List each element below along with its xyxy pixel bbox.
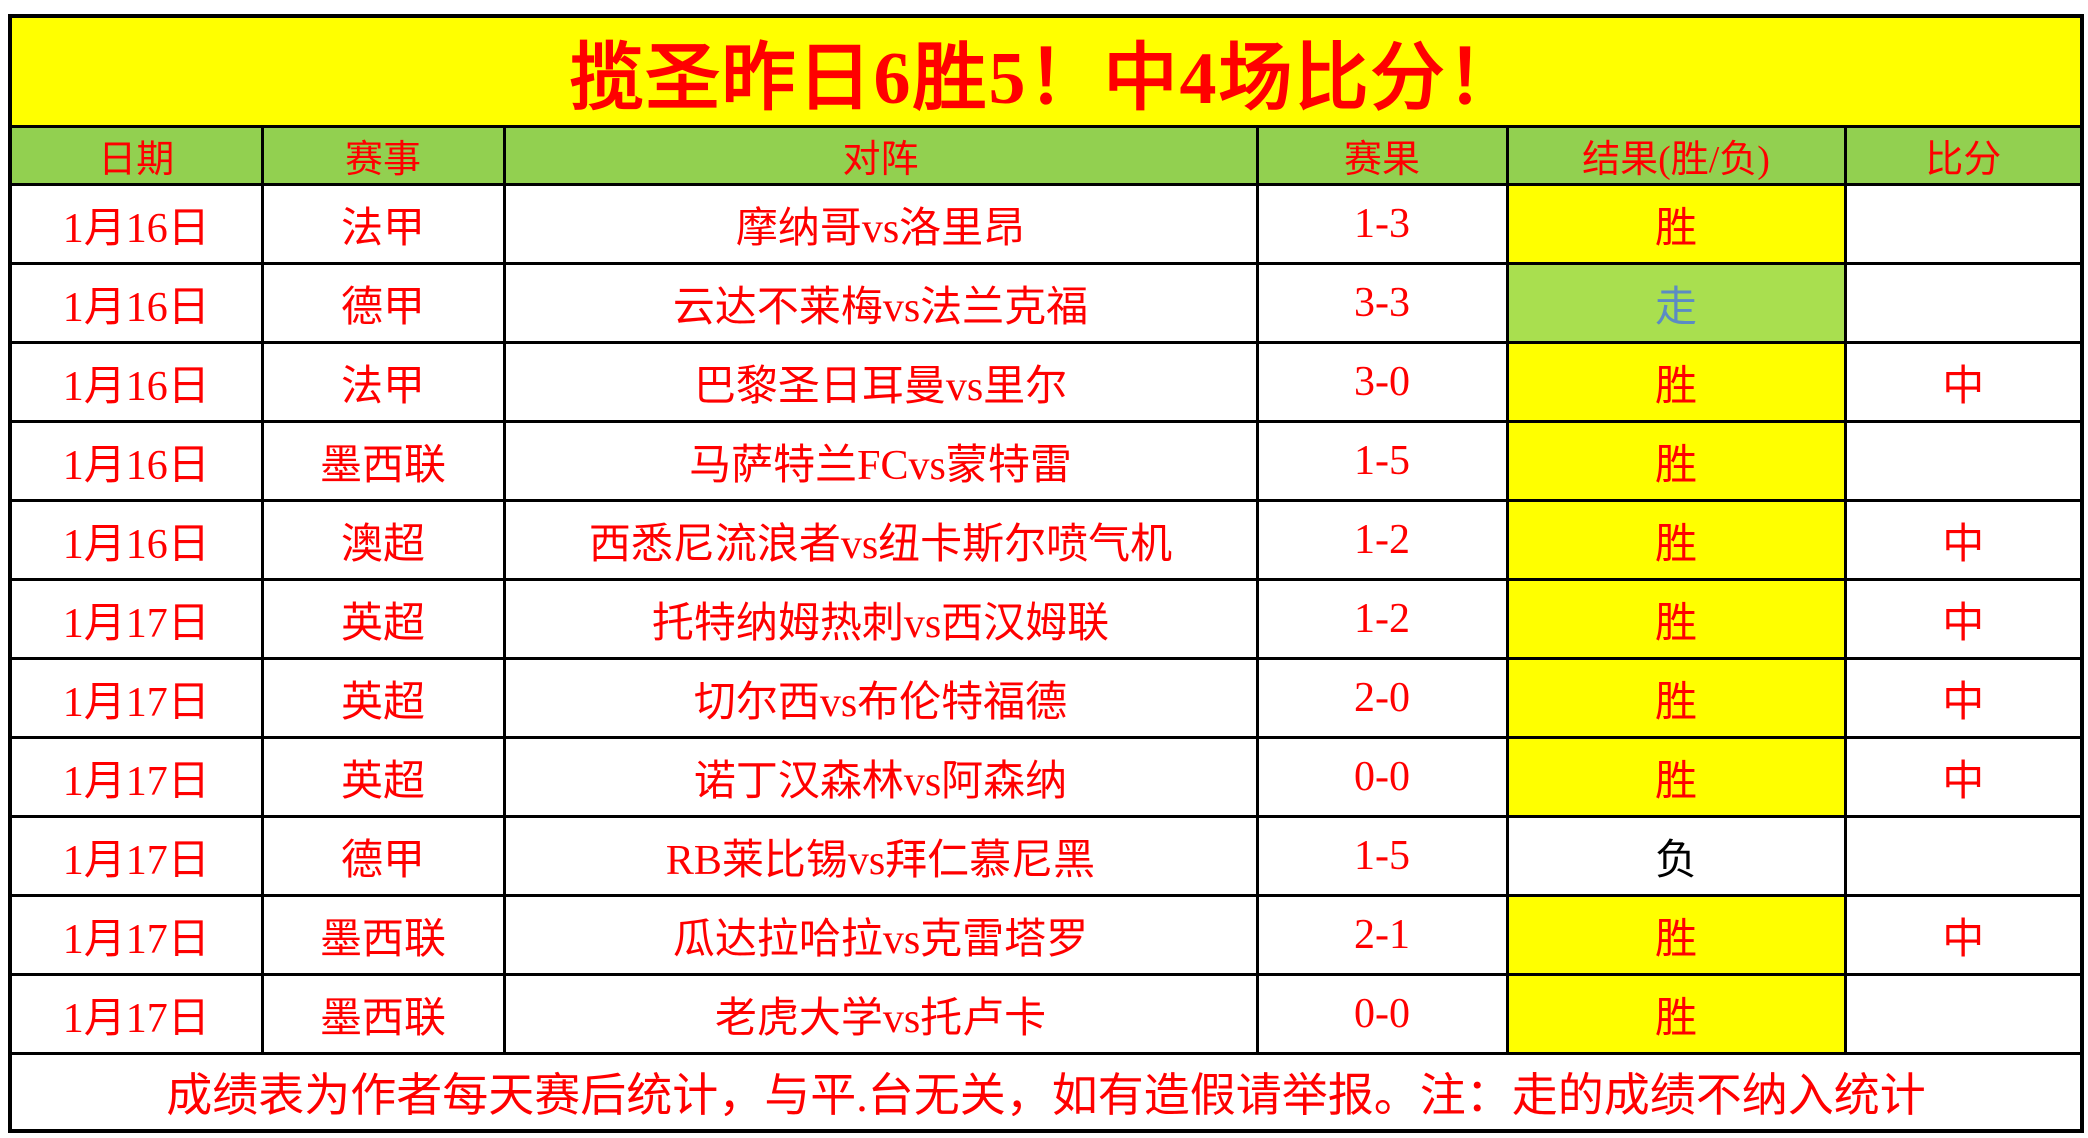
table-row: 1月16日 墨西联 马萨特兰FCvs蒙特雷 1-5 胜 [8, 420, 2084, 502]
date-cell: 1月17日 [8, 736, 264, 818]
hit-cell: 中 [1843, 499, 2084, 581]
table-row: 1月16日 澳超 西悉尼流浪者vs纽卡斯尔喷气机 1-2 胜中 [8, 499, 2084, 581]
column-header-date: 日期 [8, 125, 264, 186]
match-cell: RB莱比锡vs拜仁慕尼黑 [502, 815, 1259, 897]
results-table: 揽圣昨日6胜5！中4场比分！ 日期 赛事 对阵 赛果 结果(胜/负) 比分 1月… [8, 14, 2084, 1133]
table-row: 1月17日 英超 托特纳姆热刺vs西汉姆联 1-2 胜中 [8, 578, 2084, 660]
result-cell: 胜 [1505, 894, 1847, 976]
date-cell: 1月17日 [8, 973, 264, 1055]
footer-note-row: 成绩表为作者每天赛后统计，与平.台无关，如有造假请举报。注：走的成绩不纳入统计 [8, 1052, 2084, 1133]
score-cell: 2-1 [1255, 894, 1509, 976]
score-cell: 1-3 [1255, 183, 1509, 265]
score-cell: 0-0 [1255, 973, 1509, 1055]
score-cell: 1-2 [1255, 499, 1509, 581]
hit-cell [1843, 262, 2084, 344]
match-cell: 诺丁汉森林vs阿森纳 [502, 736, 1259, 818]
footer-note: 成绩表为作者每天赛后统计，与平.台无关，如有造假请举报。注：走的成绩不纳入统计 [8, 1052, 2084, 1133]
table-row: 1月17日 墨西联 瓜达拉哈拉vs克雷塔罗 2-1 胜中 [8, 894, 2084, 976]
match-cell: 云达不莱梅vs法兰克福 [502, 262, 1259, 344]
score-cell: 1-2 [1255, 578, 1509, 660]
table-row: 1月16日 法甲 巴黎圣日耳曼vs里尔 3-0 胜中 [8, 341, 2084, 423]
result-cell: 胜 [1505, 341, 1847, 423]
result-cell: 走 [1505, 262, 1847, 344]
score-cell: 3-3 [1255, 262, 1509, 344]
match-cell: 西悉尼流浪者vs纽卡斯尔喷气机 [502, 499, 1259, 581]
date-cell: 1月16日 [8, 341, 264, 423]
result-cell: 胜 [1505, 183, 1847, 265]
league-cell: 澳超 [260, 499, 506, 581]
date-cell: 1月17日 [8, 578, 264, 660]
hit-cell: 中 [1843, 341, 2084, 423]
table-row: 1月16日 法甲 摩纳哥vs洛里昂 1-3 胜 [8, 183, 2084, 265]
result-cell: 胜 [1505, 657, 1847, 739]
league-cell: 法甲 [260, 341, 506, 423]
page-title: 揽圣昨日6胜5！中4场比分！ [8, 14, 2084, 128]
table-row: 1月16日 德甲 云达不莱梅vs法兰克福 3-3 走 [8, 262, 2084, 344]
result-cell: 胜 [1505, 973, 1847, 1055]
column-header-score: 赛果 [1255, 125, 1509, 186]
table-row: 1月17日 英超 诺丁汉森林vs阿森纳 0-0 胜中 [8, 736, 2084, 818]
match-cell: 老虎大学vs托卢卡 [502, 973, 1259, 1055]
league-cell: 法甲 [260, 183, 506, 265]
hit-cell [1843, 815, 2084, 897]
league-cell: 英超 [260, 578, 506, 660]
hit-cell [1843, 420, 2084, 502]
match-cell: 托特纳姆热刺vs西汉姆联 [502, 578, 1259, 660]
score-cell: 1-5 [1255, 420, 1509, 502]
column-header-result: 结果(胜/负) [1505, 125, 1847, 186]
match-cell: 切尔西vs布伦特福德 [502, 657, 1259, 739]
column-header-match: 对阵 [502, 125, 1259, 186]
hit-cell: 中 [1843, 736, 2084, 818]
league-cell: 德甲 [260, 815, 506, 897]
table-row: 1月17日 墨西联 老虎大学vs托卢卡 0-0 胜 [8, 973, 2084, 1055]
result-cell: 胜 [1505, 736, 1847, 818]
hit-cell [1843, 183, 2084, 265]
match-cell: 瓜达拉哈拉vs克雷塔罗 [502, 894, 1259, 976]
match-cell: 摩纳哥vs洛里昂 [502, 183, 1259, 265]
column-header-hit: 比分 [1843, 125, 2084, 186]
league-cell: 墨西联 [260, 973, 506, 1055]
hit-cell [1843, 973, 2084, 1055]
results-table-body: 1月16日 法甲 摩纳哥vs洛里昂 1-3 胜 1月16日 德甲 云达不莱梅vs法兰克福 3-3… [8, 183, 2084, 1055]
league-cell: 墨西联 [260, 420, 506, 502]
league-cell: 墨西联 [260, 894, 506, 976]
date-cell: 1月17日 [8, 815, 264, 897]
score-cell: 0-0 [1255, 736, 1509, 818]
match-cell: 巴黎圣日耳曼vs里尔 [502, 341, 1259, 423]
score-cell: 2-0 [1255, 657, 1509, 739]
result-cell: 胜 [1505, 420, 1847, 502]
title-banner-row: 揽圣昨日6胜5！中4场比分！ [8, 14, 2084, 128]
date-cell: 1月16日 [8, 499, 264, 581]
result-cell: 胜 [1505, 499, 1847, 581]
result-cell: 负 [1505, 815, 1847, 897]
date-cell: 1月16日 [8, 262, 264, 344]
hit-cell: 中 [1843, 894, 2084, 976]
score-cell: 3-0 [1255, 341, 1509, 423]
date-cell: 1月17日 [8, 657, 264, 739]
results-table-container: 揽圣昨日6胜5！中4场比分！ 日期 赛事 对阵 赛果 结果(胜/负) 比分 1月… [8, 14, 2084, 1133]
date-cell: 1月16日 [8, 183, 264, 265]
match-cell: 马萨特兰FCvs蒙特雷 [502, 420, 1259, 502]
column-header-league: 赛事 [260, 125, 506, 186]
score-cell: 1-5 [1255, 815, 1509, 897]
hit-cell: 中 [1843, 578, 2084, 660]
hit-cell: 中 [1843, 657, 2084, 739]
table-row: 1月17日 英超 切尔西vs布伦特福德 2-0 胜中 [8, 657, 2084, 739]
league-cell: 德甲 [260, 262, 506, 344]
league-cell: 英超 [260, 736, 506, 818]
date-cell: 1月16日 [8, 420, 264, 502]
result-cell: 胜 [1505, 578, 1847, 660]
league-cell: 英超 [260, 657, 506, 739]
column-header-row: 日期 赛事 对阵 赛果 结果(胜/负) 比分 [8, 125, 2084, 186]
date-cell: 1月17日 [8, 894, 264, 976]
table-row: 1月17日 德甲 RB莱比锡vs拜仁慕尼黑 1-5 负 [8, 815, 2084, 897]
